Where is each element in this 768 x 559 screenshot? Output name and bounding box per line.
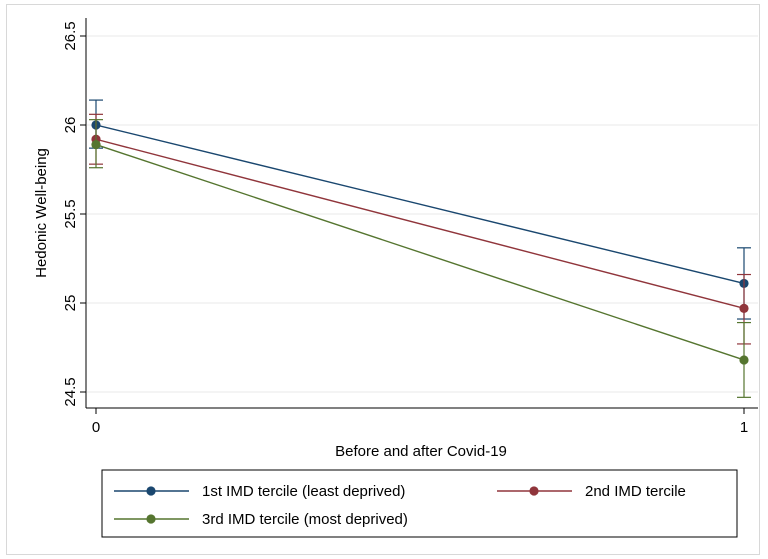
series-layer	[89, 99, 751, 398]
y-axis-title: Hedonic Well-being	[33, 148, 50, 278]
series-2-point-1	[739, 303, 749, 313]
legend: 1st IMD tercile (least deprived) 2nd IMD …	[114, 483, 686, 528]
x-tick-label-0: 0	[92, 419, 100, 436]
legend-label-1: 1st IMD tercile (least deprived)	[202, 483, 405, 500]
y-tick-label-4: 26.5	[62, 21, 79, 50]
legend-swatch-marker-3	[146, 514, 156, 524]
legend-item-3: 3rd IMD tercile (most deprived)	[114, 511, 408, 528]
legend-swatch-marker-1	[146, 486, 156, 496]
plot-area	[86, 18, 758, 408]
legend-item-1: 1st IMD tercile (least deprived)	[114, 483, 405, 500]
y-axis-ticks: 24.5 25 25.5 26 26.5	[62, 21, 86, 407]
legend-swatch-marker-2	[529, 486, 539, 496]
legend-item-2: 2nd IMD tercile	[497, 483, 686, 500]
gridlines	[87, 35, 758, 393]
x-axis-title: Before and after Covid-19	[335, 443, 507, 460]
y-tick-label-3: 26	[62, 117, 79, 134]
series-3-point-1	[739, 355, 749, 365]
series-3	[89, 119, 751, 398]
y-tick-label-1: 25	[62, 295, 79, 312]
x-tick-label-1: 1	[740, 419, 748, 436]
series-3-point-0	[91, 139, 101, 150]
legend-label-2: 2nd IMD tercile	[585, 483, 686, 500]
y-tick-label-2: 25.5	[62, 199, 79, 228]
legend-label-3: 3rd IMD tercile (most deprived)	[202, 511, 408, 528]
series-1-line	[95, 124, 745, 285]
legend-box	[101, 469, 738, 538]
series-3-line	[95, 143, 745, 361]
y-tick-label-0: 24.5	[62, 377, 79, 406]
series-2-line	[95, 138, 745, 310]
